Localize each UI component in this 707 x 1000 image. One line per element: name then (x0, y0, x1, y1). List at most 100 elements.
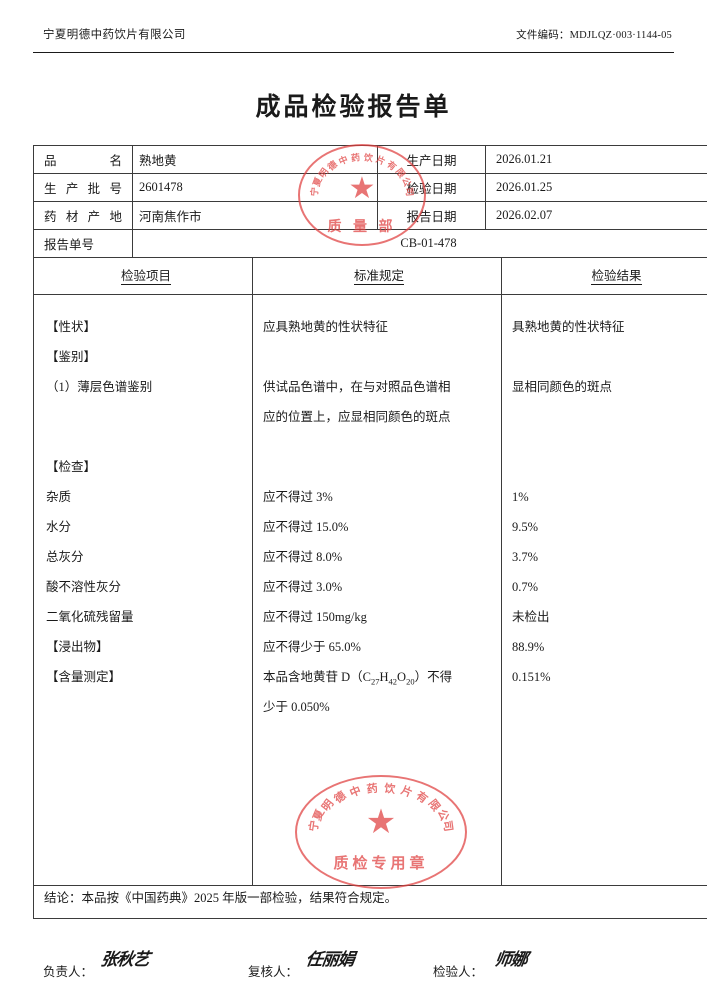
formula-prefix: 本品含地黄苷 D（C (263, 670, 371, 684)
row-result: 9.5% (501, 515, 707, 545)
spacer-cell (33, 725, 253, 745)
signature-inspector: 检验人： 师娜 (433, 950, 528, 980)
row-item: 杂质 (33, 485, 253, 515)
row-standard (252, 455, 502, 485)
spacer-cell (501, 825, 707, 845)
row-item: 二氧化硫残留量 (33, 605, 253, 635)
spacer-cell (501, 765, 707, 785)
spacer-cell (501, 785, 707, 805)
info-value-production-date: 2026.01.21 (485, 145, 707, 174)
spacer-cell (33, 785, 253, 805)
row-result (501, 455, 707, 485)
spacer-cell (252, 745, 502, 765)
column-header-item-label: 检验项目 (120, 268, 171, 285)
formula-mid-h: H (379, 670, 389, 684)
info-value-report-date: 2026.02.07 (485, 201, 707, 230)
spacer-cell (33, 435, 253, 455)
spacer-cell (501, 294, 707, 315)
spacer-cell (252, 845, 502, 865)
row-standard: 少于 0.050% (252, 695, 502, 725)
table-row: 二氧化硫残留量 应不得过 150mg/kg 未检出 (33, 605, 707, 635)
table-row: （1）薄层色谱鉴别 供试品色谱中，在与对照品色谱相 显相同颜色的斑点 (33, 375, 707, 405)
table-spacer-row (33, 865, 707, 886)
spacer-cell (252, 725, 502, 745)
spacer-cell (33, 825, 253, 845)
column-header-standard: 标准规定 (252, 257, 502, 295)
row-item: 【检查】 (33, 455, 253, 485)
spacer-cell (501, 845, 707, 865)
info-label-origin: 药材产地 (33, 201, 133, 230)
table-row: 报告单号 CB-01-478 (33, 229, 707, 258)
signature-reviewer-name: 任丽娟 (304, 950, 356, 970)
table-row: 生产批号 2601478 检验日期 2026.01.25 (33, 173, 707, 202)
table-row: 药材产地 河南焦作市 报告日期 2026.02.07 (33, 201, 707, 230)
row-result: 显相同颜色的斑点 (501, 375, 707, 405)
info-label-inspection-date: 检验日期 (377, 173, 486, 202)
spacer-cell (33, 845, 253, 865)
info-label-product-name: 品 名 (33, 145, 133, 174)
spacer-cell (33, 805, 253, 825)
table-spacer-row (33, 805, 707, 825)
row-item: 【性状】 (33, 315, 253, 345)
table-row: 杂质 应不得过 3% 1% (33, 485, 707, 515)
table-spacer-row (33, 785, 707, 805)
row-item: （1）薄层色谱鉴别 (33, 375, 253, 405)
spacer-cell (252, 435, 502, 455)
info-value-inspection-date: 2026.01.25 (485, 173, 707, 202)
table-row: 品 名 熟地黄 生产日期 2026.01.21 (33, 145, 707, 174)
row-item: 【浸出物】 (33, 635, 253, 665)
inspection-table: 检验项目 标准规定 检验结果 【性状】 应具熟地黄的性状特征 具熟地黄的性状特征… (33, 257, 707, 919)
info-value-batch-number: 2601478 (132, 173, 378, 202)
table-row: 少于 0.050% (33, 695, 707, 725)
row-result: 3.7% (501, 545, 707, 575)
info-label-batch-number: 生产批号 (33, 173, 133, 202)
info-table: 品 名 熟地黄 生产日期 2026.01.21 生产批号 2601478 检验日… (33, 145, 707, 258)
spacer-cell (501, 805, 707, 825)
table-spacer-row (33, 725, 707, 745)
formula-sub-27: 27 (371, 676, 380, 687)
row-standard: 应不得少于 65.0% (252, 635, 502, 665)
table-row: 酸不溶性灰分 应不得过 3.0% 0.7% (33, 575, 707, 605)
spacer-cell (252, 294, 502, 315)
row-item (33, 405, 253, 435)
spacer-cell (33, 294, 253, 315)
formula-suffix: ）不得 (414, 670, 453, 684)
spacer-cell (252, 805, 502, 825)
row-result: 具熟地黄的性状特征 (501, 315, 707, 345)
row-standard-formula: 本品含地黄苷 D（C27H42O20）不得 (252, 665, 502, 695)
signature-reviewer-label: 复核人： (248, 965, 299, 979)
table-spacer-row (33, 765, 707, 785)
table-row: 【鉴别】 (33, 345, 707, 375)
row-standard: 应不得过 8.0% (252, 545, 502, 575)
info-value-origin: 河南焦作市 (132, 201, 378, 230)
row-result: 88.9% (501, 635, 707, 665)
formula-mid-o: O (397, 670, 407, 684)
info-value-product-name: 熟地黄 (132, 145, 378, 174)
table-row: 应的位置上，应显相同颜色的斑点 (33, 405, 707, 435)
column-header-result: 检验结果 (501, 257, 707, 295)
table-spacer-row (33, 435, 707, 455)
row-item: 总灰分 (33, 545, 253, 575)
report-sheet: 宁夏明德中药饮片有限公司 文件编码：MDJLQZ·003·1144-05 成品检… (33, 22, 707, 979)
row-item: 【鉴别】 (33, 345, 253, 375)
page-title: 成品检验报告单 (255, 94, 452, 121)
signature-responsible-name: 张秋艺 (99, 950, 151, 970)
info-label-report-date: 报告日期 (377, 201, 486, 230)
table-row: 【检查】 (33, 455, 707, 485)
table-row: 总灰分 应不得过 8.0% 3.7% (33, 545, 707, 575)
row-standard: 应不得过 150mg/kg (252, 605, 502, 635)
row-result: 未检出 (501, 605, 707, 635)
spacer-cell (252, 765, 502, 785)
row-item: 水分 (33, 515, 253, 545)
signature-inspector-name: 师娜 (493, 950, 529, 970)
info-label-production-date: 生产日期 (377, 145, 486, 174)
document-code: 文件编码：MDJLQZ·003·1144-05 (516, 30, 672, 41)
conclusion-text: 结论：本品按《中国药典》2025 年版一部检验，结果符合规定。 (33, 885, 707, 919)
spacer-cell (252, 865, 502, 886)
column-header-item: 检验项目 (33, 257, 253, 295)
table-row: 【性状】 应具熟地黄的性状特征 具熟地黄的性状特征 (33, 315, 707, 345)
table-spacer-row (33, 745, 707, 765)
signature-row: 负责人： 张秋艺 复核人： 任丽娟 检验人： 师娜 (33, 947, 674, 991)
row-standard: 应不得过 15.0% (252, 515, 502, 545)
